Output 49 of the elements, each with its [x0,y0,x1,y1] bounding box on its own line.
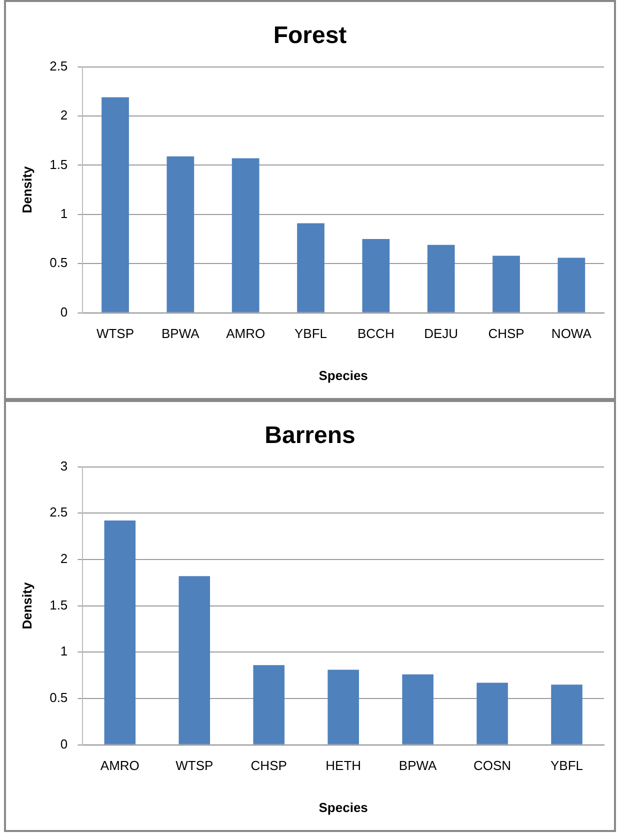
y-tick-label: 1.5 [50,597,68,612]
y-tick-label: 2.5 [50,504,68,520]
y-tick-label: 0 [60,736,68,752]
y-tick-label: 2 [60,551,68,566]
x-tick-label: WTSP [96,326,134,342]
x-tick-label: BCCH [357,326,394,342]
y-axis-title: Density [19,166,34,214]
y-tick-label: 0 [60,304,68,320]
chart-title: Forest [273,22,347,50]
bar [232,158,260,312]
x-tick-label: BPWA [398,758,438,774]
y-tick-label: 1.5 [50,156,68,172]
x-tick-label: HETH [326,758,362,774]
x-tick-label: CHSP [250,758,287,774]
x-tick-label: WTSP [176,758,214,774]
y-tick-label: 1 [60,206,68,221]
x-tick-label: BPWA [162,326,200,342]
chart-title: Barrens [264,422,356,450]
bar [476,682,508,744]
x-tick-label: COSN [474,758,512,774]
x-tick-label: YBFL [294,326,328,342]
x-tick-label: YBFL [550,758,584,774]
y-tick-label: 1 [60,644,68,659]
x-tick-label: AMRO [100,758,140,774]
bar [166,156,194,312]
bar [253,665,284,744]
y-tick-label: 2 [60,108,68,123]
bar [362,239,390,312]
x-tick-label: AMRO [226,326,266,342]
y-tick-label: 3 [60,458,68,474]
bar [402,674,434,744]
x-tick-label: DEJU [424,326,458,342]
bar [297,223,324,312]
y-tick-label: 2.5 [50,58,68,74]
x-tick-label: NOWA [551,326,592,342]
y-tick-label: 0.5 [50,255,68,270]
y-axis-title: Density [19,582,34,630]
x-tick-label: CHSP [488,326,524,342]
y-tick-label: 0.5 [50,690,68,706]
bar [492,256,520,312]
bar [558,258,586,312]
bar [328,670,359,744]
bar [427,244,455,312]
bar [551,684,582,744]
x-axis-title: Species [318,800,368,815]
bar [104,520,136,744]
bar [178,576,210,744]
bar [102,97,129,312]
x-axis-title: Species [318,368,368,383]
